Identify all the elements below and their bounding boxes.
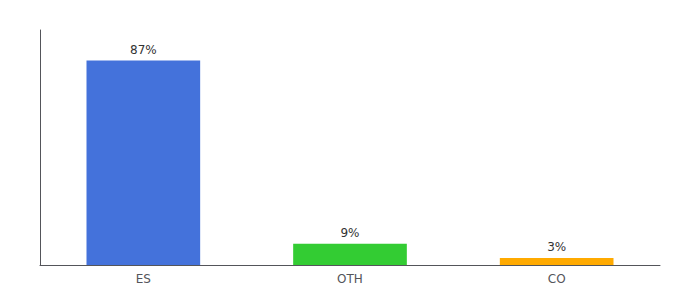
svg-text:OTH: OTH — [337, 272, 363, 286]
svg-text:87%: 87% — [130, 43, 157, 57]
svg-text:9%: 9% — [340, 226, 359, 240]
svg-text:CO: CO — [548, 272, 566, 286]
svg-text:3%: 3% — [547, 240, 566, 254]
svg-text:ES: ES — [136, 272, 151, 286]
